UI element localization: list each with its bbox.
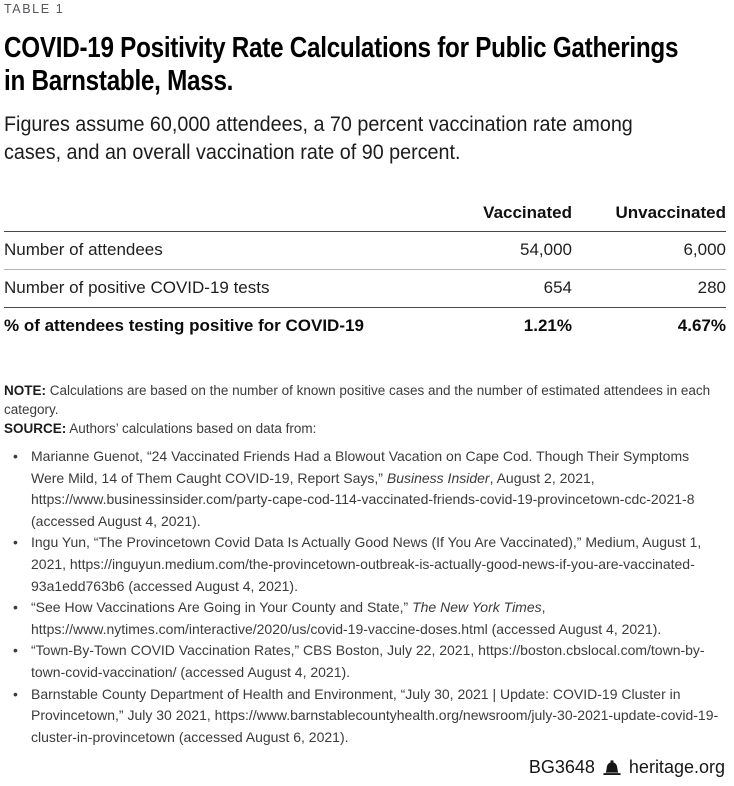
note-label: NOTE: <box>4 383 46 398</box>
source-item: “Town-By-Town COVID Vaccination Rates,” … <box>4 640 726 683</box>
source-text-pre: Ingu Yun, “The Provincetown Covid Data I… <box>31 534 702 594</box>
source-label: SOURCE: <box>4 421 67 436</box>
source-text-post: , https://www.nytimes.com/interactive/20… <box>31 599 662 637</box>
row-unvaccinated-value: 4.67% <box>677 316 726 335</box>
source-text-pre: Marianne Guenot, “24 Vaccinated Friends … <box>31 448 690 486</box>
note-line: NOTE: Calculations are based on the numb… <box>4 381 726 419</box>
page-title-line-2: in Barnstable, Mass. <box>4 65 234 97</box>
source-item: Marianne Guenot, “24 Vaccinated Friends … <box>4 446 726 532</box>
row-unvaccinated-value: 280 <box>572 269 726 308</box>
header-unvaccinated: Unvaccinated <box>572 203 726 232</box>
row-vaccinated-value: 54,000 <box>402 231 572 270</box>
report-id: BG3648 <box>528 757 595 777</box>
row-vaccinated-value: 1.21% <box>523 316 572 335</box>
table-row: Number of attendees 54,000 6,000 <box>4 231 726 270</box>
subtitle-line-2: cases, and an overall vaccination rate o… <box>4 141 461 164</box>
source-text-post: , August 2, 2021, https://www.businessin… <box>31 469 695 529</box>
positivity-table: Vaccinated Unvaccinated Number of attend… <box>4 203 726 345</box>
row-unvaccinated-value: 6,000 <box>572 231 726 270</box>
header-vaccinated: Vaccinated <box>402 203 572 232</box>
notes-and-sources: NOTE: Calculations are based on the numb… <box>4 381 726 438</box>
header-empty-cell <box>4 203 402 232</box>
row-label: % of attendees testing positive for COVI… <box>4 316 364 335</box>
row-label: Number of attendees <box>4 231 402 270</box>
source-text-pre: Barnstable County Department of Health a… <box>31 685 719 745</box>
report-footer: BG3648 heritage.org <box>529 757 725 778</box>
subtitle: Figures assume 60,000 attendees, a 70 pe… <box>4 111 726 167</box>
page-title-line-1: COVID-19 Positivity Rate Calculations fo… <box>4 32 679 64</box>
source-publication: The New York Times <box>412 599 542 616</box>
table-row: Number of positive COVID-19 tests 654 28… <box>4 269 726 308</box>
row-vaccinated-value: 654 <box>402 269 572 308</box>
liberty-bell-icon <box>603 760 621 775</box>
source-item: Barnstable County Department of Health a… <box>4 684 726 749</box>
table-header-row: Vaccinated Unvaccinated <box>4 203 726 232</box>
table-kicker: TABLE 1 <box>4 2 65 16</box>
page-title: COVID-19 Positivity Rate Calculations fo… <box>4 32 726 98</box>
source-text-pre: “Town-By-Town COVID Vaccination Rates,” … <box>31 642 705 680</box>
table-row-total: % of attendees testing positive for COVI… <box>4 308 726 346</box>
source-line: SOURCE: Authors’ calculations based on d… <box>4 419 726 438</box>
source-list: Marianne Guenot, “24 Vaccinated Friends … <box>4 446 726 748</box>
subtitle-line-1: Figures assume 60,000 attendees, a 70 pe… <box>4 113 633 136</box>
row-label: Number of positive COVID-19 tests <box>4 269 402 308</box>
source-publication: Business Insider <box>386 469 490 486</box>
source-item: Ingu Yun, “The Provincetown Covid Data I… <box>4 532 726 597</box>
source-item: “See How Vaccinations Are Going in Your … <box>4 597 726 640</box>
note-text: Calculations are based on the number of … <box>4 383 711 417</box>
site-name: heritage.org <box>628 757 725 777</box>
source-text-pre: “See How Vaccinations Are Going in Your … <box>31 599 413 616</box>
source-text: Authors’ calculations based on data from… <box>66 421 317 436</box>
